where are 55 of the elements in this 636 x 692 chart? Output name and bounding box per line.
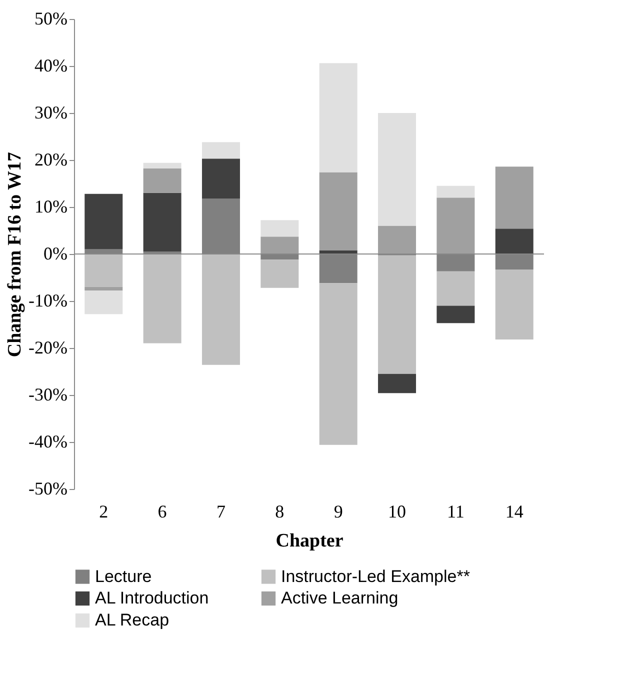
x-tick-label: 10: [388, 502, 406, 522]
bar: [378, 226, 416, 254]
y-tick-label: -40%: [28, 432, 68, 452]
x-axis-title: Chapter: [276, 530, 344, 552]
bar: [202, 142, 240, 159]
bar: [84, 290, 123, 314]
bar: [143, 254, 182, 344]
y-tick-label: 50%: [34, 8, 68, 28]
bar: [319, 283, 358, 445]
bar: [378, 374, 416, 394]
bar: [143, 162, 182, 168]
x-tick-label: 14: [505, 502, 524, 522]
y-tick-label: 20%: [34, 150, 68, 170]
y-tick-label: -50%: [28, 478, 68, 498]
bar: [202, 254, 240, 365]
bar: [378, 255, 416, 374]
legend-label: AL Recap: [95, 610, 170, 630]
legend-label: Instructor-Led Example**: [281, 566, 470, 586]
y-axis-title: Change from F16 to W17: [4, 151, 26, 358]
bar: [202, 158, 240, 199]
bar: [143, 168, 182, 193]
bar: [84, 286, 123, 291]
bar: [84, 254, 123, 287]
y-tick-label: -30%: [28, 384, 68, 404]
bar: [436, 271, 475, 306]
bar: [260, 220, 299, 237]
x-tick-label: 6: [158, 502, 167, 522]
y-tick-label: 10%: [34, 196, 68, 216]
bar: [436, 186, 475, 198]
bar: [84, 194, 123, 250]
bar: [319, 63, 358, 172]
bar: [495, 228, 534, 254]
bar: [378, 113, 416, 226]
bar: [495, 166, 534, 229]
bar: [143, 192, 182, 252]
legend-label: Active Learning: [281, 588, 398, 608]
y-tick-label: 0%: [44, 244, 68, 264]
x-tick-label: 2: [99, 502, 108, 522]
bar: [260, 260, 299, 288]
bar: [319, 172, 358, 250]
legend-label: Lecture: [95, 566, 152, 586]
x-tick-label: 11: [447, 502, 464, 522]
y-tick-label: -20%: [28, 338, 68, 358]
y-tick-label: -10%: [28, 290, 68, 310]
bar: [319, 250, 358, 254]
x-tick-label: 7: [216, 502, 226, 522]
legend-label: AL Introduction: [95, 588, 209, 608]
x-tick-label: 9: [334, 502, 343, 522]
bar: [436, 198, 475, 254]
x-tick-label: 8: [275, 502, 284, 522]
bar: [495, 270, 534, 340]
bar: [436, 306, 475, 324]
y-tick-label: 30%: [34, 102, 68, 122]
bar: [260, 236, 299, 254]
y-tick-label: 40%: [34, 56, 68, 76]
